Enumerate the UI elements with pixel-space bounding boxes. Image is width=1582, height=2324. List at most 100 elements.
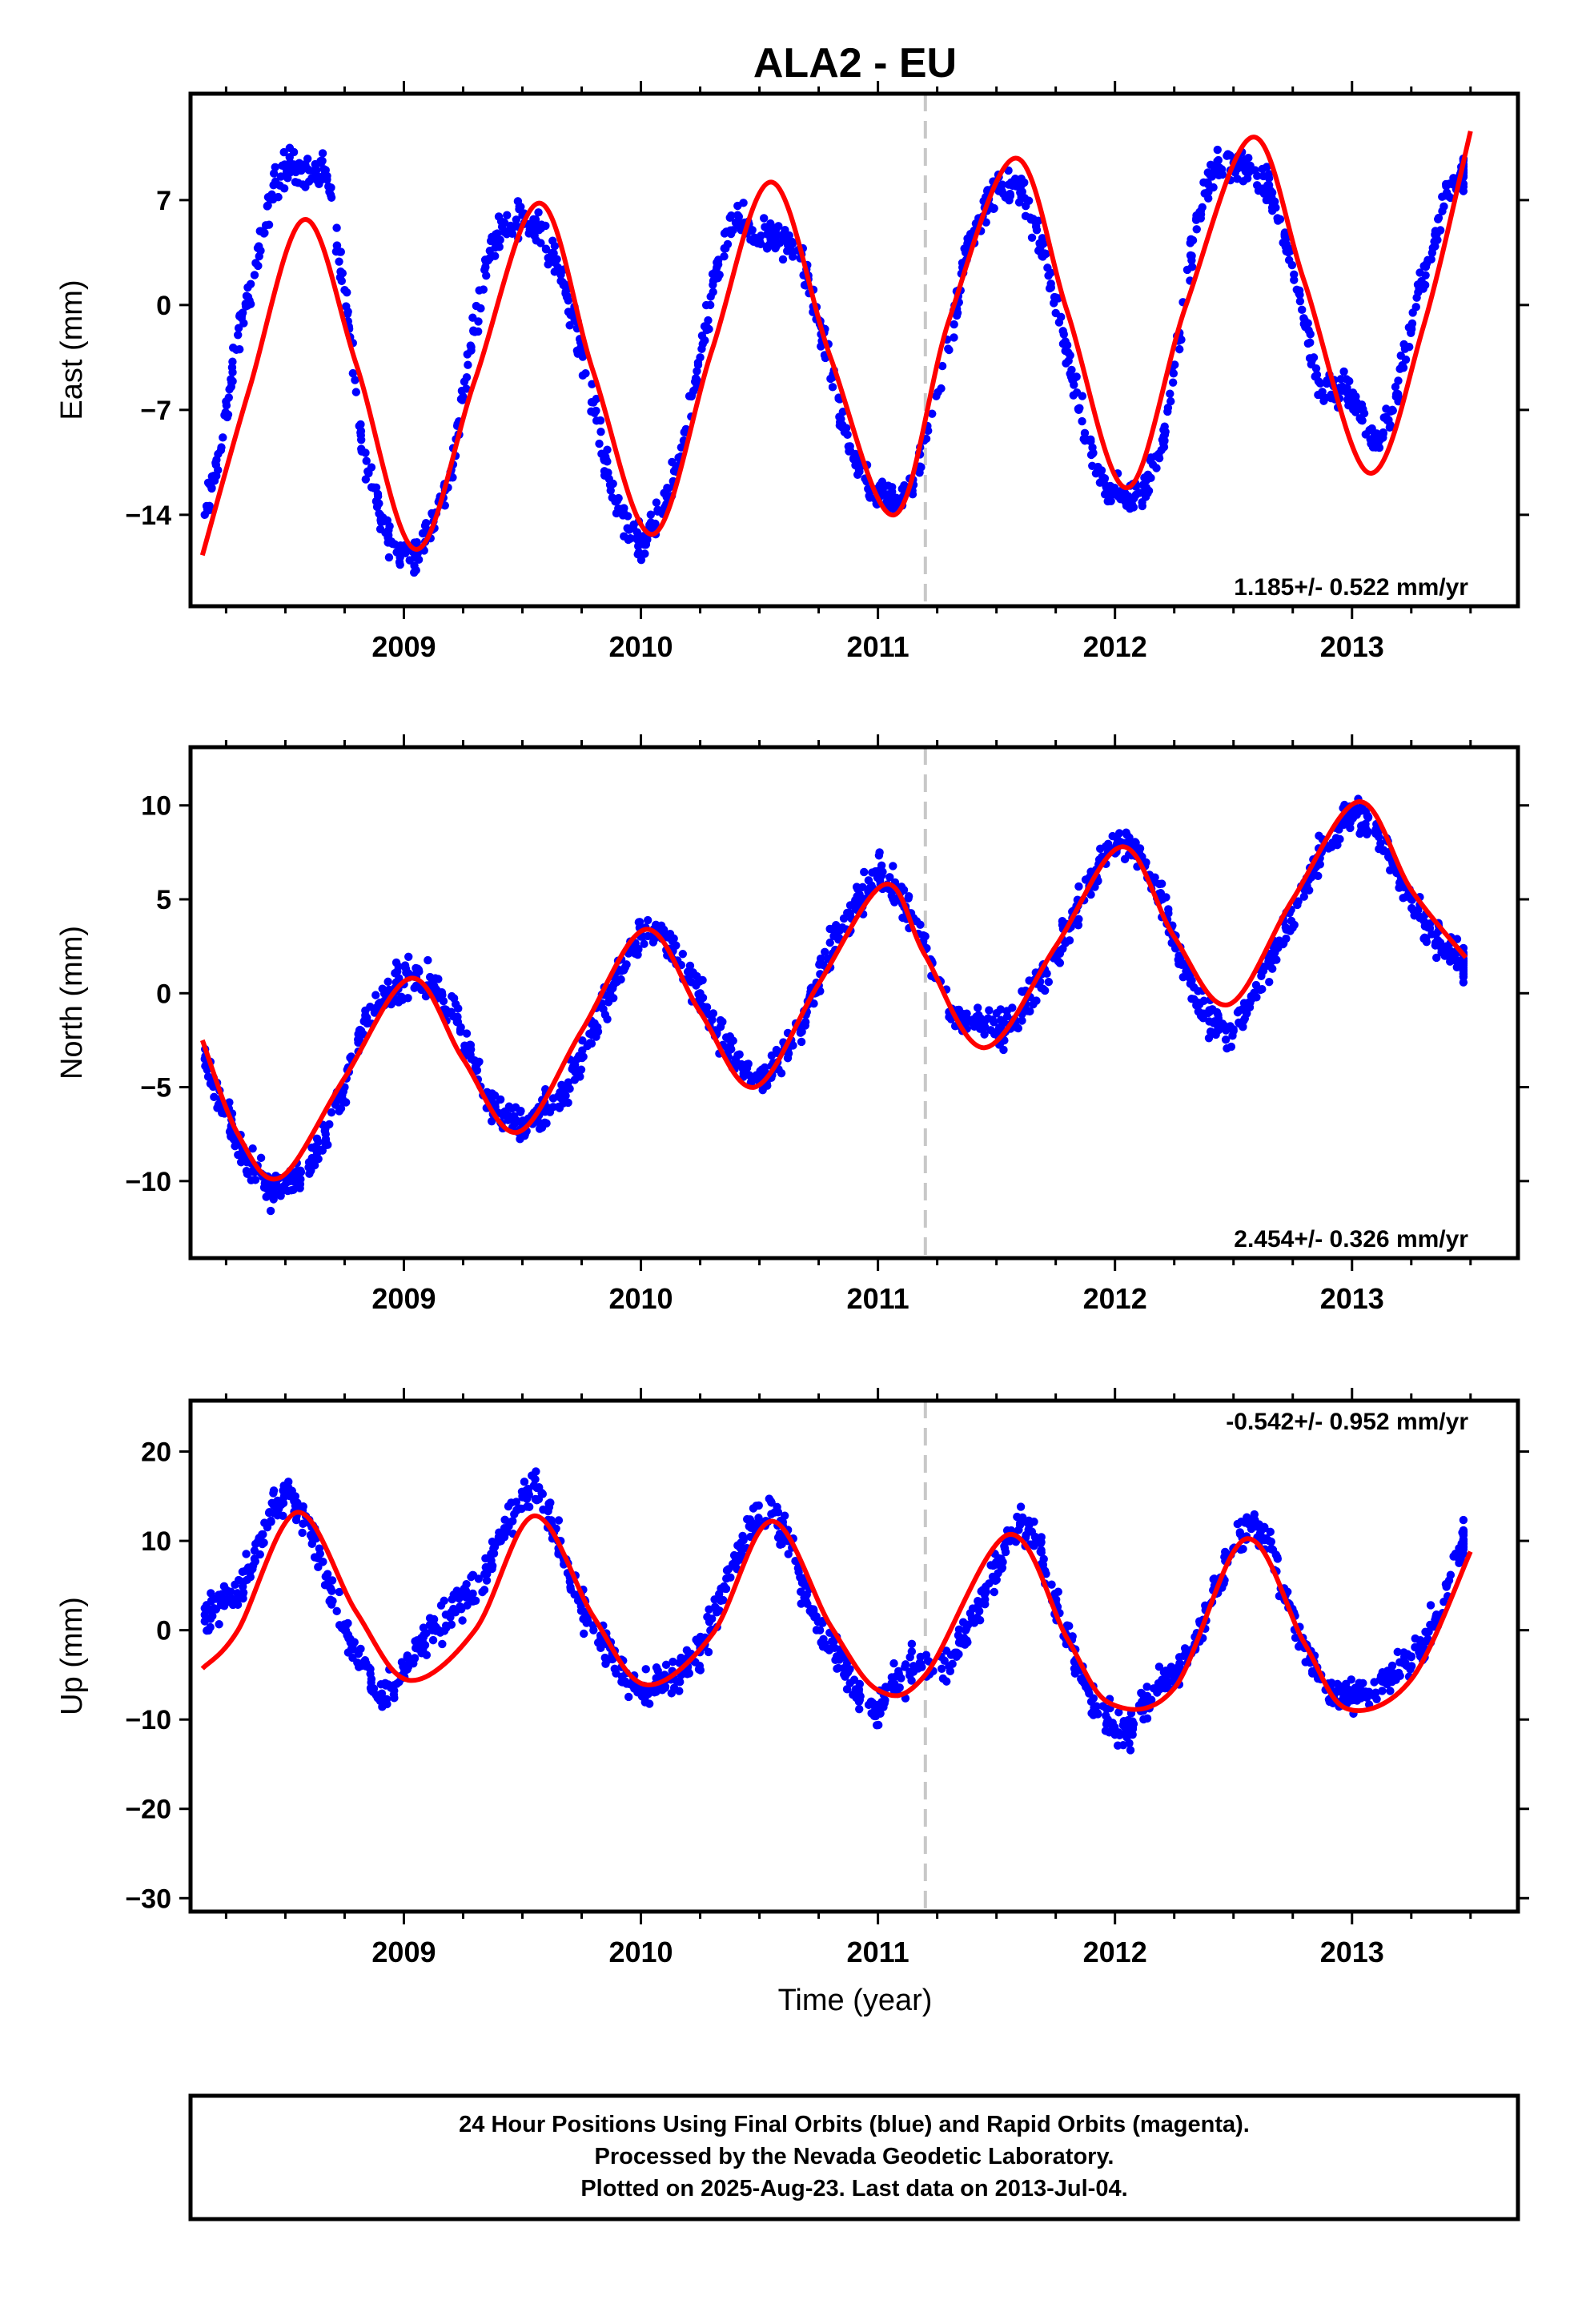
data-point-scatter [421,518,431,528]
data-point-scatter [200,1610,209,1619]
data-point-scatter [404,952,413,961]
data-point-scatter [1196,210,1206,219]
data-point-scatter [773,1533,783,1542]
data-point-scatter [693,367,701,376]
data-point-scatter [544,1499,553,1508]
data-point-scatter [652,1687,661,1696]
data-point-scatter [351,376,359,384]
data-point-scatter [864,876,873,885]
data-point-scatter [279,1498,288,1508]
data-point-scatter [707,1614,717,1623]
data-point-scatter [513,197,523,206]
data-point-scatter [512,215,521,224]
data-point-scatter [1319,396,1328,405]
data-point-scatter [335,273,345,282]
data-point-scatter [258,1530,267,1539]
data-point-scatter [669,467,679,476]
data-point-scatter [207,1589,215,1598]
data-point-scatter [587,1039,596,1048]
data-point-scatter [383,977,392,987]
data-point-scatter [1106,489,1115,498]
data-point-scatter [1358,416,1367,425]
data-point-scatter [536,239,545,247]
data-point-scatter [1131,838,1140,847]
data-point-scatter [800,280,809,290]
data-point-scatter [482,271,491,280]
data-point-scatter [1027,233,1037,243]
data-point-scatter [828,383,837,392]
data-point-scatter [1154,1663,1164,1671]
data-point-scatter [564,1078,573,1087]
data-point-scatter [1108,831,1117,841]
data-point-scatter [665,934,675,943]
data-point-scatter [1407,903,1416,913]
data-point-scatter [440,1596,448,1606]
data-point-scatter [298,1528,307,1538]
y-axis-label: East (mm) [55,279,89,420]
data-point-scatter [314,1137,323,1147]
data-point-scatter [472,1059,482,1068]
observed-points [200,1467,1468,1755]
data-point-scatter [383,538,392,547]
data-point-scatter [482,1576,492,1585]
data-point-scatter [1421,262,1431,271]
data-point-scatter [240,1566,250,1575]
data-point-scatter [507,1498,516,1507]
data-point-scatter [1459,971,1468,981]
data-point-scatter [1391,382,1400,392]
data-point-scatter [962,1011,970,1020]
data-point-scatter [310,1160,319,1170]
data-point-scatter [554,1516,564,1525]
data-point-scatter [1233,1519,1242,1529]
data-point-scatter [1074,405,1083,415]
data-point-scatter [516,1108,525,1116]
data-point-scatter [784,1049,793,1058]
data-point-scatter [532,1496,541,1505]
data-point-scatter [579,1052,588,1061]
data-point-scatter [1055,949,1065,958]
data-point-scatter [573,349,582,358]
data-point-scatter [734,212,744,221]
panel-north: 10 5 0 −5 −10 2009 2010 2011 2012 2013 North (mm) 2… [55,734,1529,1315]
data-point-scatter [483,1570,492,1578]
data-point-scatter [233,1600,243,1610]
data-point-scatter [448,991,456,1001]
data-point-scatter [909,1667,918,1676]
data-point-scatter [1124,492,1133,501]
data-point-scatter [1388,406,1397,415]
data-point-scatter [841,424,851,432]
data-point-scatter [1386,1687,1395,1695]
data-point-scatter [1024,1516,1034,1526]
data-point-scatter [1287,916,1296,926]
data-point-scatter [1282,925,1291,935]
data-point-scatter [1054,1587,1062,1596]
data-point [234,331,243,340]
data-point-scatter [1434,213,1443,223]
data-point-scatter [284,1478,293,1486]
data-point-scatter [600,1010,610,1019]
data-point-scatter [255,1550,264,1559]
data-point-scatter [1239,177,1248,186]
data-point-scatter [1331,840,1340,849]
data-point-scatter [721,1033,731,1042]
y-tick-label: 7 [156,186,171,216]
data-point-scatter [259,1538,268,1547]
data-point-scatter [1166,396,1175,406]
data-point-scatter [254,261,263,271]
data-point-scatter [458,1616,467,1625]
data-point [356,436,366,444]
data-point-scatter [1148,460,1158,469]
data-point-scatter [1426,1601,1435,1610]
data-point-scatter [1432,953,1441,963]
data-point-scatter [1359,1679,1367,1687]
footer-box [188,2093,1520,2221]
data-point-scatter [1142,858,1150,867]
data-point-scatter [1459,959,1468,967]
data-point-scatter [669,1657,677,1667]
data-point-scatter [952,311,962,320]
data-point-scatter [762,242,771,251]
data-point-scatter [1125,1739,1134,1748]
data-point-scatter [1427,255,1435,264]
